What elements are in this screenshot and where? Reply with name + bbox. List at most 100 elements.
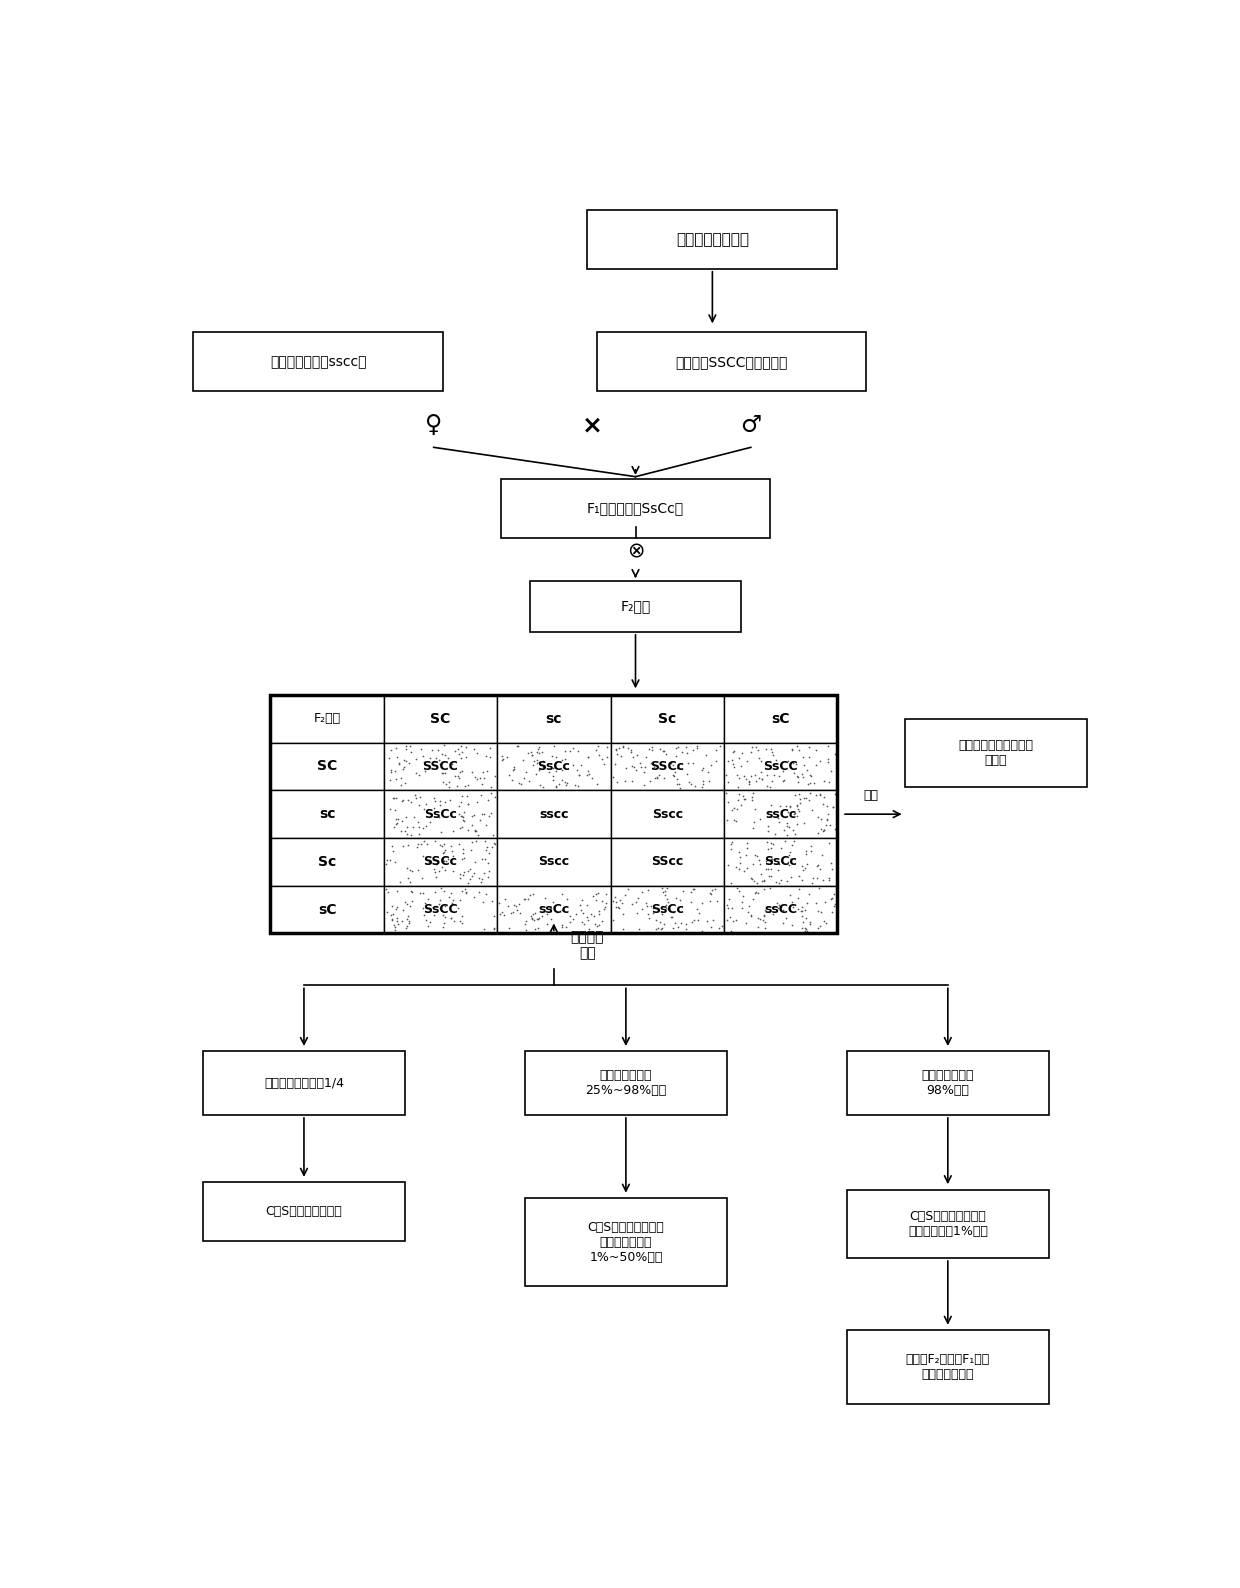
Point	[734, 858, 754, 883]
Point	[746, 880, 766, 905]
Point	[569, 762, 589, 788]
Point	[560, 910, 580, 935]
Point	[435, 892, 455, 918]
Text: SC: SC	[430, 711, 450, 726]
Point	[652, 738, 672, 764]
Point	[490, 900, 510, 926]
Point	[543, 892, 563, 918]
Point	[724, 738, 744, 764]
Point	[797, 889, 817, 915]
Point	[709, 734, 729, 759]
Point	[657, 875, 677, 900]
Point	[818, 769, 838, 794]
Point	[751, 759, 771, 784]
Point	[683, 737, 703, 762]
Point	[573, 900, 593, 926]
Point	[801, 762, 821, 788]
Point	[413, 843, 433, 869]
Point	[692, 775, 712, 800]
Point	[652, 902, 672, 927]
Bar	[847, 1051, 1049, 1115]
Point	[789, 737, 808, 762]
Point	[652, 875, 672, 900]
Point	[751, 869, 771, 894]
Bar	[610, 886, 724, 934]
Point	[454, 800, 474, 826]
Point	[552, 881, 572, 907]
Bar	[525, 1051, 727, 1115]
Point	[770, 870, 790, 896]
Point	[410, 881, 430, 907]
Point	[465, 818, 485, 843]
Point	[465, 850, 485, 875]
Point	[751, 765, 771, 791]
Point	[667, 765, 687, 791]
Point	[409, 762, 429, 788]
Point	[636, 745, 656, 770]
Point	[449, 802, 469, 827]
Point	[476, 811, 496, 837]
Point	[789, 896, 808, 921]
Point	[469, 880, 489, 905]
Point	[443, 891, 463, 916]
Point	[510, 900, 529, 926]
Point	[565, 772, 585, 797]
Text: SC: SC	[317, 759, 337, 773]
Point	[742, 734, 761, 759]
Point	[748, 881, 768, 907]
Point	[441, 905, 461, 931]
Point	[387, 894, 407, 919]
Bar	[588, 210, 837, 268]
Point	[523, 753, 543, 778]
Point	[810, 913, 830, 939]
Point	[386, 735, 405, 761]
Point	[615, 769, 635, 794]
Point	[787, 762, 807, 788]
Point	[787, 764, 807, 789]
Point	[776, 905, 796, 931]
Point	[773, 769, 792, 794]
Point	[722, 896, 742, 921]
Point	[408, 858, 428, 883]
Point	[432, 819, 451, 845]
Point	[414, 750, 434, 775]
Point	[392, 808, 412, 834]
Point	[513, 748, 533, 773]
Point	[484, 831, 503, 856]
Point	[722, 829, 742, 854]
Point	[394, 819, 414, 845]
Text: SsCC: SsCC	[423, 904, 458, 916]
Point	[720, 905, 740, 931]
Point	[678, 751, 698, 777]
Point	[662, 904, 682, 929]
Point	[765, 821, 785, 846]
Point	[737, 831, 756, 856]
Point	[681, 880, 701, 905]
Point	[557, 886, 577, 912]
Point	[722, 835, 742, 861]
Point	[381, 757, 401, 783]
Point	[782, 818, 802, 843]
Point	[391, 869, 410, 894]
Point	[472, 889, 492, 915]
Point	[777, 811, 797, 837]
Point	[820, 867, 839, 892]
Point	[663, 762, 683, 788]
Point	[448, 764, 467, 789]
Point	[386, 797, 405, 823]
Point	[450, 862, 470, 888]
Point	[785, 821, 805, 846]
Point	[387, 810, 407, 835]
Point	[808, 821, 828, 846]
Point	[728, 775, 748, 800]
Point	[697, 743, 717, 769]
Point	[587, 888, 606, 913]
Point	[391, 818, 410, 843]
Point	[605, 885, 625, 910]
Point	[806, 753, 826, 778]
Point	[481, 775, 501, 800]
Point	[477, 759, 497, 784]
Point	[383, 838, 403, 864]
Point	[523, 881, 543, 907]
Point	[683, 751, 703, 777]
